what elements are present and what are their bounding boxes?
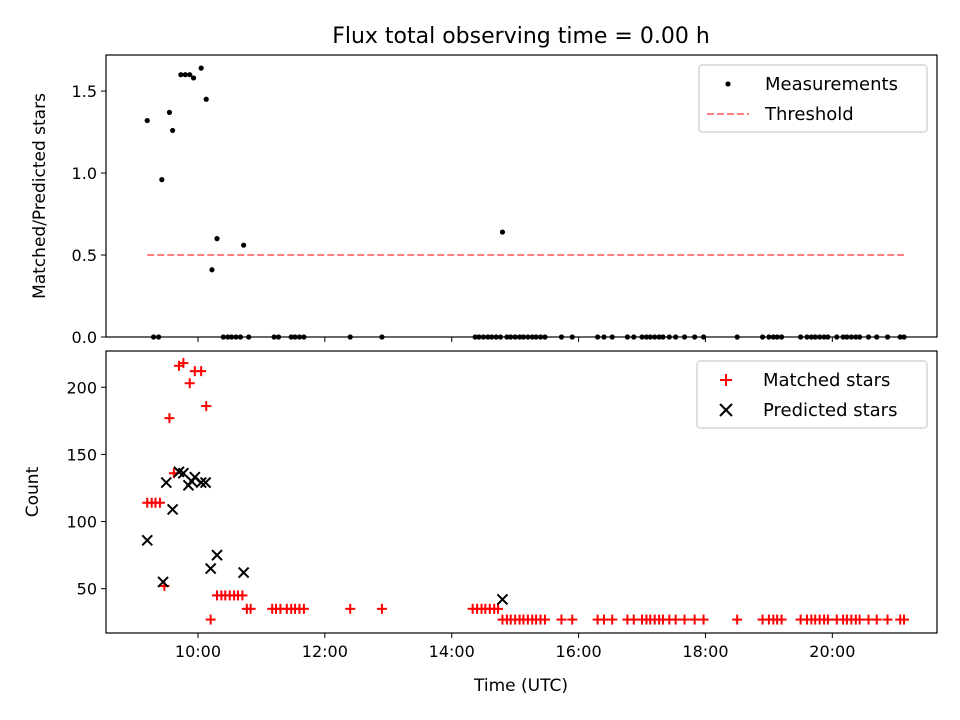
matched-star-point (201, 401, 212, 412)
y-tick-label: 100 (66, 513, 97, 532)
legend-predicted-marker (719, 403, 733, 417)
matched-star-point (776, 614, 787, 625)
measurement-point (178, 72, 184, 78)
measurement-point (241, 242, 247, 248)
count-plot-frame (105, 350, 938, 634)
matched-star-point (871, 614, 882, 625)
matched-star-point (732, 614, 743, 625)
y-tick-label: 0.5 (72, 246, 97, 265)
measurement-point (182, 72, 188, 78)
matched-star-point (899, 614, 910, 625)
measurement-point (190, 75, 197, 81)
ratio-legend: Measurements Threshold (698, 64, 928, 133)
count-y-axis-label: Count (23, 466, 43, 517)
matched-star-point (184, 378, 195, 389)
matched-star-point (679, 614, 690, 625)
predicted-star-point (211, 549, 223, 561)
y-tick-label: 1.0 (72, 164, 97, 183)
ratio-legend-box (698, 64, 928, 133)
predicted-star-point (199, 476, 212, 489)
y-tick-label: 150 (66, 445, 97, 464)
x-tick-label: 20:00 (809, 642, 855, 661)
legend-matched-label: Matched stars (763, 370, 890, 391)
matched-star-point (164, 413, 175, 424)
matched-star-point (196, 366, 207, 377)
measurement-point (166, 109, 173, 115)
matched-star-point (689, 614, 700, 625)
measurement-point (499, 229, 506, 235)
x-tick-label: 16:00 (556, 642, 602, 661)
matched-star-point (556, 614, 567, 625)
measurement-point (214, 236, 220, 242)
matched-star-point (698, 614, 709, 625)
measurement-point (187, 72, 193, 78)
measurement-point (209, 267, 215, 273)
y-tick-label: 50 (77, 580, 97, 599)
matched-star-point (539, 614, 550, 625)
matched-star-point (822, 614, 833, 625)
matched-star-point (882, 614, 893, 625)
x-tick-label: 14:00 (429, 642, 475, 661)
ratio-y-axis-label: Matched/Predicted stars (30, 93, 50, 299)
matched-star-point (205, 614, 216, 625)
chart-title: Flux total observing time = 0.00 h (332, 24, 710, 49)
predicted-star-point (166, 503, 179, 516)
count-legend-box (696, 360, 928, 429)
x-axis-label: Time (UTC) (473, 676, 568, 696)
legend-threshold-label: Threshold (764, 104, 854, 125)
matched-star-point (493, 603, 504, 614)
count-plot: 50 100 150 200 10:00 12:00 14:00 16:00 18:00 20:0… (23, 350, 938, 696)
count-legend: Matched stars Predicted stars (696, 360, 928, 429)
matched-star-point (154, 497, 165, 508)
predicted-star-point (195, 476, 207, 489)
measurement-point (198, 65, 204, 71)
matched-star-point (670, 614, 681, 625)
measurement-point (144, 117, 150, 124)
matched-star-point (298, 603, 309, 614)
y-tick-label: 1.5 (72, 82, 97, 101)
ratio-plot: 0.0 0.5 1.0 1.5 Matched/Predicted stars Mea… (30, 54, 938, 347)
y-tick-label: 200 (66, 378, 97, 397)
predicted-star-point (141, 534, 153, 547)
y-tick-label: 0.0 (72, 328, 97, 347)
matched-star-point (345, 603, 356, 614)
matched-star-point (237, 590, 248, 601)
measurement-point (203, 96, 209, 102)
legend-matched-marker (720, 374, 732, 386)
measurement-point (159, 177, 165, 183)
matched-star-point (376, 603, 387, 614)
x-tick-label: 18:00 (682, 642, 728, 661)
predicted-star-point (157, 576, 169, 588)
predicted-star-point (496, 593, 509, 606)
matched-star-point (567, 614, 578, 625)
x-tick-label: 10:00 (175, 642, 221, 661)
matched-star-point (607, 614, 618, 625)
legend-measurements-label: Measurements (765, 74, 898, 95)
ratio-plot-frame (105, 54, 938, 338)
predicted-star-point (204, 562, 217, 575)
legend-measurements-marker (725, 81, 731, 87)
predicted-star-point (160, 476, 172, 489)
measurement-point (170, 127, 176, 134)
matched-star-point (854, 614, 865, 625)
predicted-star-point (237, 566, 250, 579)
legend-predicted-label: Predicted stars (763, 400, 897, 421)
x-tick-label: 12:00 (302, 642, 348, 661)
matched-star-point (245, 603, 256, 614)
matched-star-point (178, 358, 189, 369)
